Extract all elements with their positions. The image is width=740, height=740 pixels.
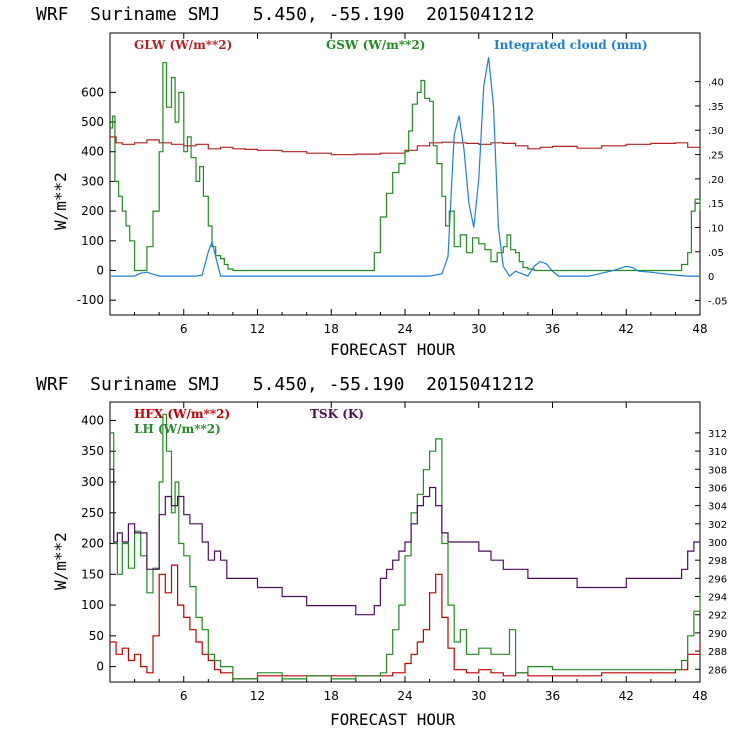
x-tick-label: 18 <box>324 689 339 703</box>
chart-1-legend-gsw: GSW (W/m**2) <box>326 38 425 52</box>
y-tick-label: 50 <box>89 629 104 643</box>
x-tick-label: 18 <box>324 322 339 336</box>
y2-tick-label: .15 <box>708 199 724 210</box>
y2-tick-label: 288 <box>708 647 727 658</box>
x-tick-label: 24 <box>397 322 412 336</box>
x-tick-label: 36 <box>545 689 560 703</box>
x-tick-label: 6 <box>180 689 188 703</box>
y2-tick-label: 304 <box>708 502 727 513</box>
y2-tick-label: 306 <box>708 483 727 494</box>
chart-2-y2-ticks: 286 288 290 292 294 296 298 300 302 304 306 308 310 3… <box>695 429 727 676</box>
y2-tick-label: .20 <box>708 175 724 186</box>
chart-2-x-label: FORECAST HOUR <box>330 710 456 729</box>
y-tick-label: 150 <box>81 567 104 581</box>
series-line-0 <box>110 136 701 156</box>
chart-1-x-ticks: 6 12 18 24 30 36 42 48 <box>134 33 708 336</box>
y-tick-label: 250 <box>81 506 104 520</box>
x-tick-label: 42 <box>619 689 634 703</box>
x-tick-label: 36 <box>545 322 560 336</box>
chart-2-series <box>110 413 701 680</box>
y2-tick-label: 292 <box>708 611 727 622</box>
y2-tick-label: .10 <box>708 223 724 234</box>
y2-tick-label: .40 <box>708 78 724 89</box>
y-tick-label: 300 <box>81 174 104 188</box>
chart-1-legend-glw: GLW (W/m**2) <box>134 38 232 52</box>
chart-2-y-label: W/m**2 <box>51 532 70 590</box>
y2-tick-label: .25 <box>708 151 724 162</box>
chart-2-legend-lh: LH (W/m**2) <box>134 422 221 436</box>
chart-2-legend-hfx: HFX (W/m**2) <box>134 407 230 421</box>
chart-1-title: WRF Suriname SMJ 5.450, -55.190 20150412… <box>36 4 535 25</box>
chart-2-y-ticks: 0 50 100 150 200 250 300 350 400 <box>81 413 116 674</box>
y2-tick-label: 294 <box>708 593 727 604</box>
y2-tick-label: 298 <box>708 556 727 567</box>
x-tick-label: 30 <box>471 689 486 703</box>
y-tick-label: 350 <box>81 444 104 458</box>
chart-1: WRF Suriname SMJ 5.450, -55.190 20150412… <box>36 4 728 359</box>
x-tick-label: 30 <box>471 322 486 336</box>
y2-tick-label: 302 <box>708 520 727 531</box>
chart-1-legend-cloud: Integrated cloud (mm) <box>494 38 648 52</box>
chart-1-y2-ticks: -.05 0 .05 .10 .15 .20 .25 .30 .35 .40 <box>695 78 728 307</box>
y2-tick-label: 286 <box>708 665 727 676</box>
series-line-1 <box>110 62 701 272</box>
y-tick-label: 200 <box>81 537 104 551</box>
y2-tick-label: 308 <box>708 465 727 476</box>
series-line-2 <box>110 57 700 277</box>
y2-tick-label: 300 <box>708 538 727 549</box>
y2-tick-label: 296 <box>708 574 727 585</box>
series-line-1 <box>110 413 701 680</box>
chart-2: WRF Suriname SMJ 5.450, -55.190 20150412… <box>36 374 727 729</box>
y-tick-label: 500 <box>81 115 104 129</box>
x-tick-label: 12 <box>250 689 265 703</box>
y2-tick-label: .05 <box>708 248 724 259</box>
y2-tick-label: 310 <box>708 447 727 458</box>
x-tick-label: 6 <box>180 322 188 336</box>
y-tick-label: 600 <box>81 85 104 99</box>
y2-tick-label: -.05 <box>708 296 728 307</box>
y-tick-label: 400 <box>81 413 104 427</box>
chart-2-legend-tsk: TSK (K) <box>310 407 364 421</box>
y-tick-label: 0 <box>96 660 104 674</box>
y-tick-label: -100 <box>77 293 104 307</box>
chart-1-y-ticks: -100 0 100 200 300 400 500 600 <box>77 85 116 307</box>
chart-1-y-label: W/m**2 <box>51 172 70 230</box>
chart-1-plot-frame <box>109 32 701 316</box>
y2-tick-label: 0 <box>708 272 714 283</box>
y-tick-label: 100 <box>81 598 104 612</box>
y2-tick-label: .30 <box>708 126 724 137</box>
x-tick-label: 42 <box>619 322 634 336</box>
y2-tick-label: .35 <box>708 102 724 113</box>
y-tick-label: 300 <box>81 475 104 489</box>
x-tick-label: 48 <box>692 322 707 336</box>
y-tick-label: 0 <box>96 263 104 277</box>
chart-2-title: WRF Suriname SMJ 5.450, -55.190 20150412… <box>36 374 535 395</box>
y2-tick-label: 290 <box>708 629 727 640</box>
x-tick-label: 24 <box>397 689 412 703</box>
y-tick-label: 200 <box>81 204 104 218</box>
y-tick-label: 100 <box>81 234 104 248</box>
y-tick-label: 400 <box>81 145 104 159</box>
series-line-2 <box>110 468 700 616</box>
chart-1-series <box>110 57 701 277</box>
x-tick-label: 48 <box>692 689 707 703</box>
x-tick-label: 12 <box>250 322 265 336</box>
y2-tick-label: 312 <box>708 429 727 440</box>
chart-1-x-label: FORECAST HOUR <box>330 340 456 359</box>
